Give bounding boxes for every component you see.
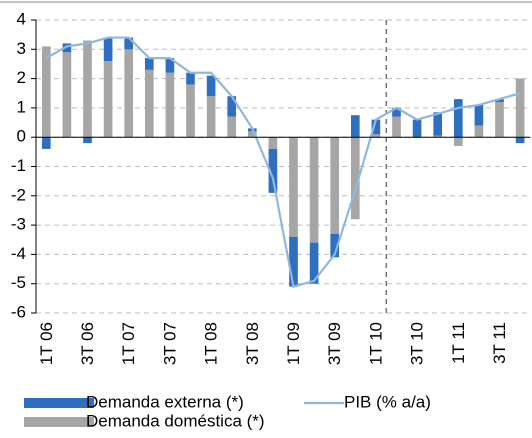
y-tick-label: 2 xyxy=(17,68,26,87)
x-tick-label: 3T 07 xyxy=(160,322,179,365)
x-tick-label: 1T 07 xyxy=(119,322,138,365)
y-tick-label: 1 xyxy=(17,97,26,116)
bar xyxy=(247,131,257,138)
bar xyxy=(289,137,298,237)
bar xyxy=(41,46,51,138)
x-tick-label: 3T 08 xyxy=(243,322,262,365)
line xyxy=(45,36,521,289)
legend-swatch xyxy=(24,398,94,408)
bar xyxy=(103,61,113,138)
x-tick-label: 3T 06 xyxy=(78,322,97,365)
legend-label: Demanda doméstica (*) xyxy=(86,411,265,430)
bar xyxy=(515,78,525,138)
y-tick-label: -2 xyxy=(11,185,26,204)
x-tick-label: 1T 08 xyxy=(202,322,221,365)
y-tick-label: -4 xyxy=(11,244,26,263)
bar xyxy=(453,137,463,146)
bar xyxy=(227,96,237,117)
bar xyxy=(165,58,175,73)
x-tick-label: 1T 09 xyxy=(284,322,303,365)
bar xyxy=(350,115,360,138)
bar xyxy=(330,137,340,234)
bar xyxy=(495,102,504,138)
bar xyxy=(124,37,134,50)
bar xyxy=(433,135,443,138)
bar xyxy=(350,137,360,220)
x-tick-label: 1T 11 xyxy=(449,322,468,364)
x-tick-label: 3T 10 xyxy=(408,322,427,365)
bar xyxy=(144,58,154,70)
bar xyxy=(371,119,381,135)
bar xyxy=(474,104,484,126)
bar xyxy=(453,99,463,138)
bar xyxy=(371,134,381,138)
bar xyxy=(144,69,154,138)
bar xyxy=(268,137,278,149)
bar xyxy=(206,75,216,97)
bar xyxy=(474,125,484,138)
bar xyxy=(309,137,319,243)
bar xyxy=(330,233,340,258)
legend-label: Demanda externa (*) xyxy=(86,392,244,411)
bar xyxy=(392,107,401,117)
y-tick-label: 4 xyxy=(17,9,26,28)
bar xyxy=(186,72,195,85)
bar xyxy=(62,52,72,138)
legend-label: PIB (% a/a) xyxy=(344,392,431,411)
x-tick-label: 1T 10 xyxy=(366,322,385,365)
bar xyxy=(495,99,504,103)
bar xyxy=(309,242,319,284)
bar xyxy=(124,49,134,138)
bar xyxy=(165,72,175,138)
bar xyxy=(392,116,401,138)
legend-swatch xyxy=(24,417,94,427)
bar xyxy=(515,137,525,144)
bar xyxy=(227,116,237,138)
x-tick-label: 3T 09 xyxy=(325,322,344,365)
y-tick-label: -6 xyxy=(11,302,26,321)
bar xyxy=(268,148,278,193)
bar xyxy=(83,40,92,138)
x-tick-label: 1T 06 xyxy=(37,322,56,365)
bar xyxy=(83,137,92,144)
bar xyxy=(103,37,113,62)
y-tick-label: -3 xyxy=(11,215,26,234)
y-tick-label: -1 xyxy=(11,156,26,175)
x-tick-label: 3T 11 xyxy=(490,322,509,364)
bar xyxy=(412,119,422,138)
bar xyxy=(62,43,72,53)
y-tick-label: 0 xyxy=(17,127,26,146)
bar xyxy=(41,137,51,149)
y-tick-label: 3 xyxy=(17,39,26,58)
bar xyxy=(186,84,195,138)
bar xyxy=(206,96,216,138)
bar xyxy=(289,236,298,287)
y-tick-label: -5 xyxy=(11,273,26,292)
bar xyxy=(433,112,443,136)
